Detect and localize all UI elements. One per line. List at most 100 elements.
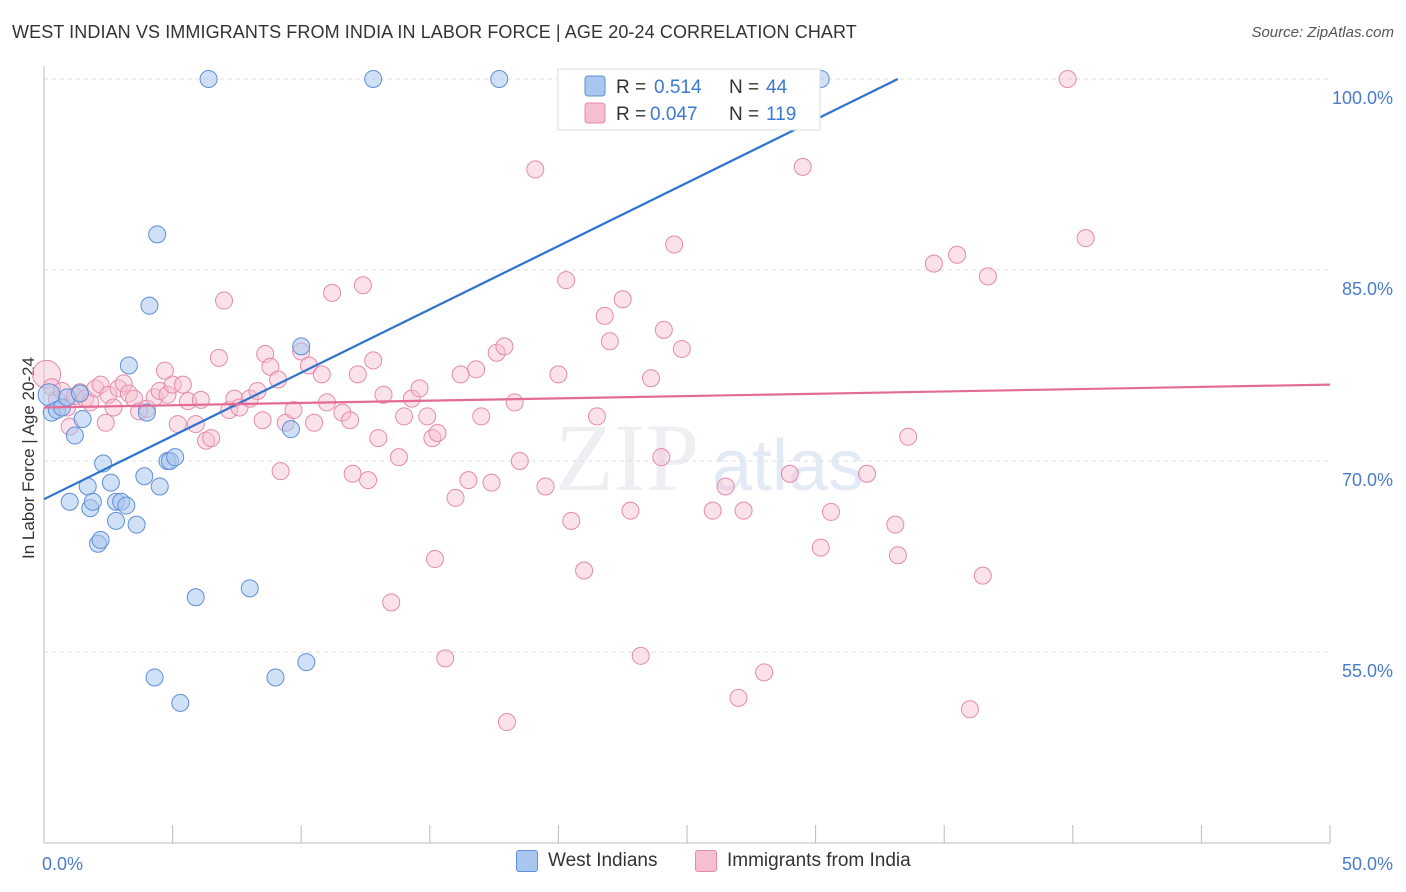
watermark: ZIP atlas	[555, 404, 864, 511]
data-point-immigrants-from-india	[284, 401, 303, 420]
data-point-immigrants-from-india	[333, 403, 352, 422]
y-tick-label: 100.0%	[1332, 88, 1393, 108]
data-point-immigrants-from-india	[886, 515, 905, 534]
data-point-west-indians	[60, 492, 79, 511]
data-point-west-indians	[145, 668, 164, 687]
data-point-immigrants-from-india	[369, 429, 388, 448]
data-point-immigrants-from-india	[621, 501, 640, 520]
data-point-immigrants-from-india	[641, 369, 660, 388]
data-point-immigrants-from-india	[755, 663, 774, 682]
data-point-west-indians	[166, 448, 185, 467]
data-point-immigrants-from-india	[587, 407, 606, 426]
legend-swatch-blue	[584, 75, 606, 97]
data-point-west-indians	[91, 530, 110, 549]
data-point-immigrants-from-india	[428, 423, 447, 442]
data-point-west-indians	[83, 492, 102, 511]
data-point-immigrants-from-india	[960, 700, 979, 719]
data-point-immigrants-from-india	[497, 713, 516, 732]
series-immigrants-from-india	[32, 70, 1095, 732]
data-point-immigrants-from-india	[652, 448, 671, 467]
data-point-immigrants-from-india	[459, 471, 478, 490]
data-point-immigrants-from-india	[924, 254, 943, 273]
data-point-immigrants-from-india	[495, 337, 514, 356]
data-point-immigrants-from-india	[269, 370, 288, 389]
data-point-immigrants-from-india	[487, 343, 506, 362]
legend-n-value-pink: 119	[766, 104, 796, 125]
data-point-west-indians	[171, 693, 190, 712]
data-point-west-indians	[186, 588, 205, 607]
legend-n-label-pink: N =	[729, 104, 759, 125]
data-point-immigrants-from-india	[353, 276, 372, 295]
data-point-immigrants-from-india	[562, 511, 581, 530]
legend-n-value-blue: 44	[766, 77, 788, 98]
data-point-west-indians	[73, 409, 92, 428]
data-point-immigrants-from-india	[822, 502, 841, 521]
data-point-immigrants-from-india	[158, 385, 177, 404]
data-point-immigrants-from-india	[472, 407, 491, 426]
data-point-immigrants-from-india	[672, 339, 691, 358]
data-point-immigrants-from-india	[549, 365, 568, 384]
x-tick-label-max: 50.0%	[1342, 854, 1393, 874]
data-point-immigrants-from-india	[359, 471, 378, 490]
bottom-legend-swatch-pink	[695, 850, 717, 872]
data-point-immigrants-from-india	[536, 477, 555, 496]
data-point-immigrants-from-india	[341, 411, 360, 430]
data-point-immigrants-from-india	[446, 488, 465, 507]
data-point-west-indians	[148, 225, 167, 244]
data-point-immigrants-from-india	[729, 688, 748, 707]
data-point-immigrants-from-india	[978, 267, 997, 286]
data-point-immigrants-from-india	[215, 291, 234, 310]
data-point-immigrants-from-india	[716, 477, 735, 496]
y-tick-label: 85.0%	[1342, 279, 1393, 299]
data-point-west-indians	[101, 473, 120, 492]
y-axis-label: In Labor Force | Age 20-24	[19, 357, 38, 559]
data-point-west-indians	[107, 511, 126, 530]
watermark-atlas: atlas	[712, 426, 864, 506]
data-point-immigrants-from-india	[271, 462, 290, 481]
data-point-west-indians	[137, 403, 156, 422]
data-point-west-indians	[292, 337, 311, 356]
data-point-immigrants-from-india	[780, 464, 799, 483]
data-point-immigrants-from-india	[858, 464, 877, 483]
data-point-immigrants-from-india	[395, 407, 414, 426]
data-point-immigrants-from-india	[1076, 229, 1095, 248]
data-point-immigrants-from-india	[467, 360, 486, 379]
data-point-immigrants-from-india	[382, 593, 401, 612]
data-point-immigrants-from-india	[119, 384, 138, 403]
data-point-immigrants-from-india	[96, 413, 115, 432]
data-point-west-indians	[490, 70, 509, 88]
data-point-west-indians	[127, 515, 146, 534]
data-point-west-indians	[266, 668, 285, 687]
bottom-legend-west-indians: West Indians	[516, 850, 657, 872]
data-point-immigrants-from-india	[389, 448, 408, 467]
data-point-immigrants-from-india	[343, 464, 362, 483]
bottom-legend-immigrants-from-india: Immigrants from India	[695, 850, 911, 872]
data-point-immigrants-from-india	[104, 398, 123, 417]
trend-line-west-indians	[43, 78, 899, 501]
data-point-immigrants-from-india	[202, 429, 221, 448]
data-point-immigrants-from-india	[595, 306, 614, 325]
data-point-west-indians	[65, 426, 84, 445]
data-point-immigrants-from-india	[613, 290, 632, 309]
data-point-west-indians	[281, 420, 300, 439]
data-point-immigrants-from-india	[91, 375, 110, 394]
data-point-immigrants-from-india	[557, 271, 576, 290]
data-point-immigrants-from-india	[600, 332, 619, 351]
data-point-immigrants-from-india	[793, 157, 812, 176]
data-point-immigrants-from-india	[312, 365, 331, 384]
data-point-immigrants-from-india	[899, 427, 918, 446]
data-point-immigrants-from-india	[510, 452, 529, 470]
data-point-immigrants-from-india	[155, 361, 174, 380]
data-point-immigrants-from-india	[305, 413, 324, 432]
data-point-immigrants-from-india	[888, 546, 907, 565]
data-point-west-indians	[297, 653, 316, 672]
legend-swatch-pink	[584, 102, 606, 124]
y-tick-label: 55.0%	[1342, 661, 1393, 681]
legend: R = 0.514 N = 44 R = 0.047 N = 119	[557, 68, 821, 131]
trend-line-immigrants-from-india	[43, 383, 1331, 409]
data-point-west-indians	[150, 477, 169, 496]
data-point-immigrants-from-india	[436, 649, 455, 668]
trend-lines	[43, 78, 1331, 501]
data-point-west-indians	[117, 496, 136, 515]
